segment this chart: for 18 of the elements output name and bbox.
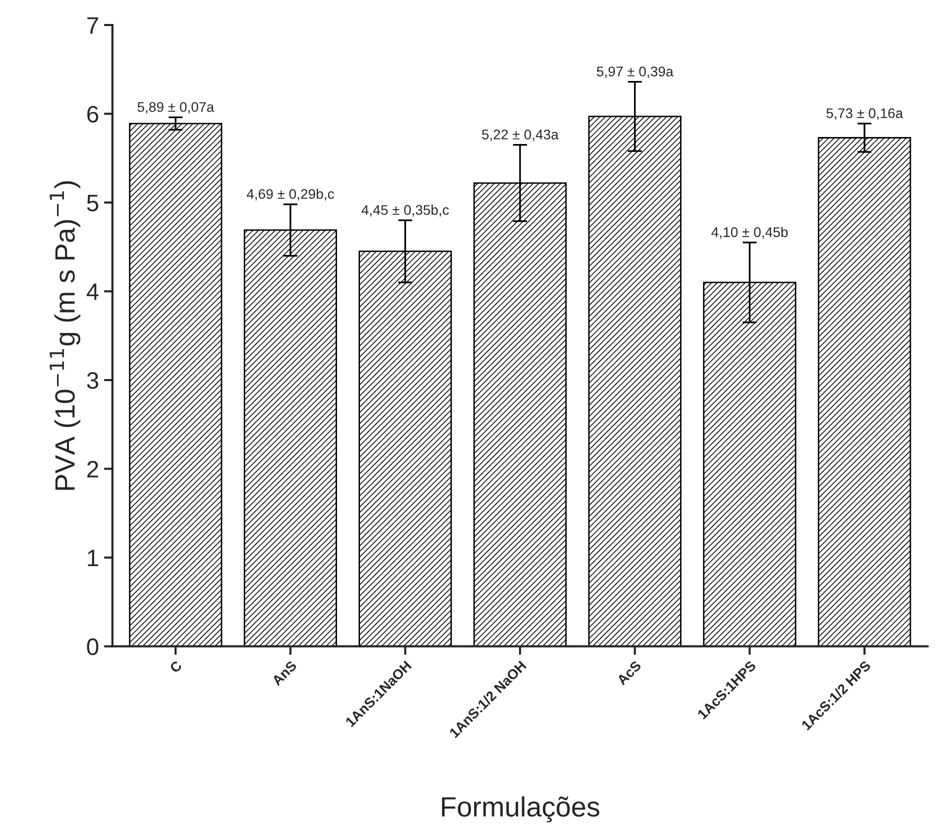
data-label: 5,22 ± 0,43a — [482, 130, 559, 142]
y-tick-label: 0 — [87, 638, 98, 656]
y-tick-label: 7 — [87, 17, 98, 34]
data-label: 4,45 ± 0,35b,c — [362, 204, 449, 217]
y-axis-title: PVA (10$^{−11}$g (m s Pa)$^{−1}$) — [50, 181, 80, 490]
data-label: 4,10 ± 0,45b — [711, 226, 788, 239]
y-tick-label: 6 — [87, 106, 98, 123]
data-label: 5,89 ± 0,07a — [138, 102, 214, 114]
data-label: 5,97 ± 0,39a — [596, 66, 674, 78]
y-tick-label: 4 — [86, 284, 99, 300]
data-label: 5,73 ± 0,16a — [826, 108, 904, 120]
y-tick-label: 1 — [88, 550, 98, 566]
data-label: 4,69 ± 0,29b,c — [246, 188, 334, 201]
x-axis-title: Formulações — [442, 796, 600, 822]
y-tick-label: 3 — [87, 372, 98, 389]
y-tick-label: 2 — [87, 460, 98, 478]
y-tick-label: 5 — [87, 194, 98, 212]
x-tick-label: C — [169, 660, 183, 674]
